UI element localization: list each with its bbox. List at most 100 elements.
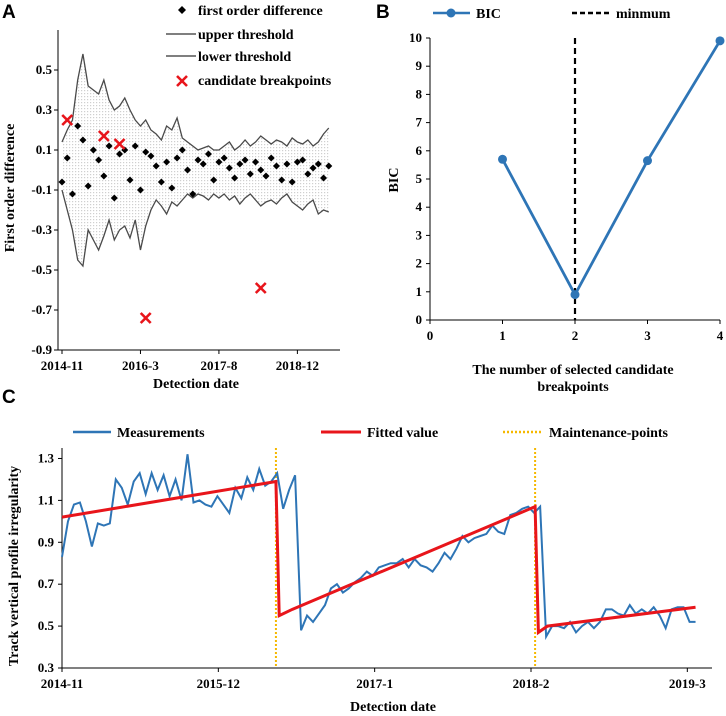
y-tick-label: 0.3 bbox=[38, 660, 55, 675]
candidate-stroke bbox=[254, 282, 267, 294]
y-tick-label: 0.7 bbox=[38, 576, 55, 591]
y-tick-label: 6 bbox=[416, 143, 423, 158]
y-tick-label: 2 bbox=[416, 256, 423, 271]
difference-point bbox=[89, 146, 97, 154]
difference-point bbox=[58, 178, 66, 186]
axes-c: 0.3 0.5 0.7 0.9 1.1 1.3 2014-11 2015-12 2017-1 20… bbox=[38, 448, 712, 691]
x-tick-label: 2014-11 bbox=[41, 676, 84, 691]
bic-point bbox=[715, 36, 725, 46]
y-tick-label: -0.7 bbox=[31, 302, 52, 317]
difference-point bbox=[147, 152, 155, 160]
y-axis-title-c: Track vertical profile irregularity bbox=[7, 466, 22, 666]
y-tick-label: 7 bbox=[416, 115, 423, 130]
difference-point bbox=[314, 160, 322, 168]
legend-b: BIC minmum bbox=[433, 7, 671, 22]
x-tick-label: 2019-3 bbox=[669, 676, 706, 691]
difference-point bbox=[215, 158, 223, 166]
y-tick-label: 0.5 bbox=[38, 618, 55, 633]
ticks-a: -0.9 -0.7 -0.5 -0.3 -0.1 0.1 0.3 0.5 2014-11 2016… bbox=[31, 62, 319, 373]
x-tick-label: 2014-11 bbox=[41, 358, 84, 373]
difference-point bbox=[199, 160, 207, 168]
legend-min-label: minmum bbox=[616, 7, 671, 22]
difference-point bbox=[309, 164, 317, 172]
difference-point bbox=[288, 178, 296, 186]
difference-point bbox=[262, 172, 270, 180]
difference-point bbox=[131, 142, 139, 150]
difference-point bbox=[110, 194, 118, 202]
difference-point bbox=[152, 162, 160, 170]
y-axis-title-a: First order difference bbox=[3, 124, 18, 253]
panel-label-b: B bbox=[376, 2, 390, 23]
x-tick-label: 2018-12 bbox=[276, 358, 319, 373]
difference-point bbox=[63, 154, 71, 162]
y-tick-label: 5 bbox=[416, 171, 423, 186]
difference-point bbox=[163, 158, 171, 166]
difference-point bbox=[257, 166, 265, 174]
y-tick-label: 1.1 bbox=[38, 492, 54, 507]
fitted-line bbox=[61, 479, 696, 636]
x-tick-label: 1 bbox=[499, 328, 506, 343]
bic-series bbox=[498, 36, 725, 320]
y-tick-label: 1 bbox=[416, 284, 423, 299]
x-tick-label: 2016-3 bbox=[122, 358, 159, 373]
y-tick-label: 0 bbox=[416, 312, 423, 327]
y-tick-label: 4 bbox=[416, 199, 423, 214]
y-tick-label: 0.1 bbox=[36, 142, 52, 157]
bic-point bbox=[643, 156, 652, 166]
legend-a: first order difference upper threshold l… bbox=[166, 4, 332, 89]
candidate-stroke bbox=[113, 138, 126, 150]
measurements-series bbox=[61, 454, 696, 641]
x-tick-label: 2017-8 bbox=[201, 358, 238, 373]
difference-point bbox=[194, 156, 202, 164]
legend-bic-marker bbox=[446, 8, 456, 18]
legend-upper-label: upper threshold bbox=[198, 28, 294, 43]
candidate-breakpoint bbox=[97, 130, 110, 142]
difference-point bbox=[100, 172, 108, 180]
difference-point bbox=[246, 170, 254, 178]
difference-point bbox=[278, 176, 286, 184]
difference-point bbox=[84, 182, 92, 190]
difference-point bbox=[267, 154, 275, 162]
candidate-stroke bbox=[61, 114, 74, 126]
x-tick-label: 2 bbox=[572, 328, 579, 343]
x-tick-label: 3 bbox=[644, 328, 651, 343]
y-tick-label: 8 bbox=[416, 86, 423, 101]
fitted-series bbox=[61, 479, 696, 636]
legend-diff-label: first order difference bbox=[198, 4, 323, 19]
y-tick-label: -0.1 bbox=[31, 182, 52, 197]
y-tick-label: 3 bbox=[416, 227, 423, 242]
y-tick-label: -0.5 bbox=[31, 262, 52, 277]
difference-point bbox=[142, 148, 150, 156]
legend-c: Measurements Fitted value Maintenance-po… bbox=[73, 426, 669, 441]
x-axis-title-a: Detection date bbox=[153, 377, 239, 392]
difference-point bbox=[68, 190, 76, 198]
x-tick-label: 4 bbox=[717, 328, 724, 343]
difference-point bbox=[299, 156, 307, 164]
difference-point bbox=[220, 154, 228, 162]
difference-point bbox=[79, 136, 87, 144]
difference-point bbox=[178, 146, 186, 154]
legend-maint-label: Maintenance-points bbox=[549, 426, 669, 441]
candidate-breakpoint bbox=[139, 312, 152, 324]
candidate-breakpoint bbox=[61, 114, 74, 126]
legend-bic-label: BIC bbox=[476, 7, 501, 22]
difference-point bbox=[241, 156, 249, 164]
y-tick-label: 10 bbox=[409, 30, 422, 45]
panel-label-a: A bbox=[2, 2, 16, 23]
axes-b: 0 1 2 3 4 5 6 7 8 9 10 0 1 2 3 4 bbox=[409, 30, 724, 343]
legend-diff-marker bbox=[178, 6, 186, 14]
difference-point bbox=[325, 162, 333, 170]
y-tick-label: 0.5 bbox=[36, 62, 53, 77]
candidate-stroke bbox=[139, 312, 152, 324]
difference-point bbox=[293, 158, 301, 166]
difference-point bbox=[105, 142, 113, 150]
bic-line bbox=[501, 40, 722, 298]
difference-point bbox=[157, 178, 165, 186]
lower-threshold-line bbox=[61, 189, 330, 268]
candidate-breakpoints bbox=[61, 114, 267, 324]
chart-c: 0.3 0.5 0.7 0.9 1.1 1.3 2014-11 2015-12 2017-1 20… bbox=[7, 426, 712, 715]
y-tick-label: 1.3 bbox=[38, 450, 55, 465]
maintenance-lines bbox=[274, 448, 537, 668]
difference-point bbox=[236, 160, 244, 168]
x-axis-title-c: Detection date bbox=[350, 700, 436, 715]
